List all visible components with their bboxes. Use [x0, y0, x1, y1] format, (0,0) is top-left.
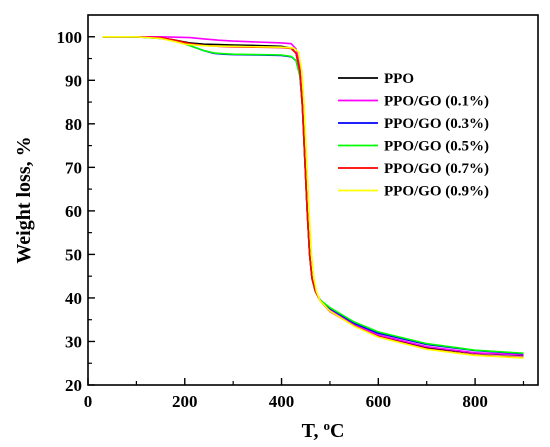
legend: PPO PPO/GO (0.1%) PPO/GO (0.3%) PPO/GO (0.5… — [338, 71, 489, 200]
y-tick-label: 30 — [65, 332, 82, 351]
x-tick-label: 400 — [269, 392, 295, 411]
x-tick-label: 800 — [462, 392, 488, 411]
legend-label-4: PPO/GO (0.5%) — [384, 139, 489, 155]
legend-label-3: PPO/GO (0.3%) — [384, 116, 489, 132]
y-tick-label: 40 — [65, 289, 82, 308]
legend-label-2: PPO/GO (0.1%) — [384, 94, 489, 110]
plot-area — [102, 36, 524, 359]
y-tick-label: 100 — [57, 28, 83, 47]
plot-frame — [87, 14, 539, 386]
y-tick-label: 60 — [65, 202, 82, 221]
y-axis-title: Weight loss, % — [13, 136, 35, 263]
y-tick-label: 90 — [65, 71, 82, 90]
x-axis-title-superscript: o — [323, 418, 330, 433]
legend-label-5: PPO/GO (0.7%) — [384, 161, 489, 177]
y-tick-label: 50 — [65, 245, 82, 264]
x-tick-label: 600 — [366, 392, 392, 411]
x-axis-title: T, oC — [302, 418, 345, 443]
x-tick-label: 200 — [172, 392, 198, 411]
y-tick-label: 20 — [65, 376, 82, 395]
x-tick-label: 0 — [84, 392, 93, 411]
series-line-6 — [102, 36, 524, 359]
legend-label-6: PPO/GO (0.9%) — [384, 184, 489, 200]
legend-label-1: PPO — [384, 71, 414, 87]
axis-ticks: 0 200 400 600 800 20 30 40 50 60 70 80 90 100 — [57, 28, 525, 411]
y-tick-label: 70 — [65, 158, 82, 177]
y-tick-label: 80 — [65, 115, 82, 134]
